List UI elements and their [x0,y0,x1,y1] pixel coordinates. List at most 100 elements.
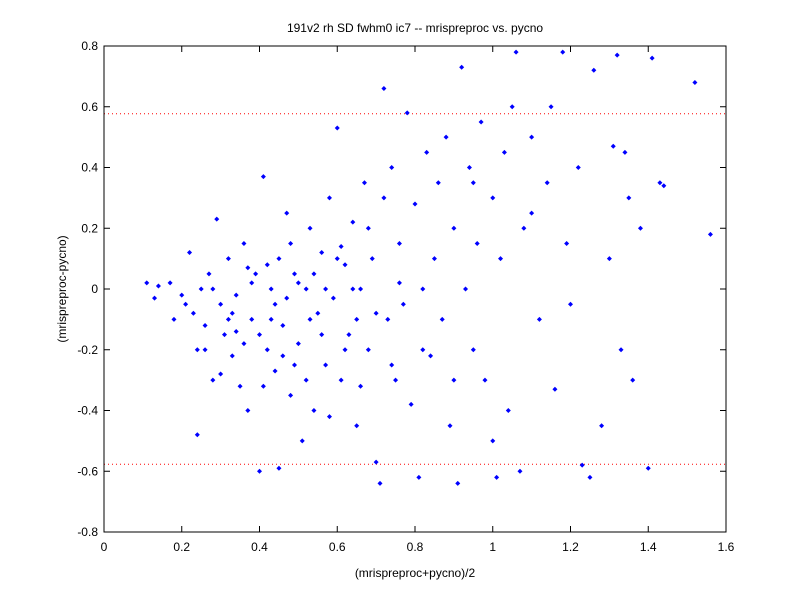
point [443,134,449,140]
point [451,377,457,383]
y-axis-label: (mrispreproc-pycno) [55,235,69,342]
point [424,149,430,155]
point [194,432,200,438]
point [257,332,262,338]
point [284,295,290,301]
x-tick-label: 0.8 [407,540,424,554]
point [707,231,713,237]
y-tick-label: 0.2 [81,221,98,235]
y-tick-label: -0.4 [77,404,98,418]
point [272,368,278,374]
point [529,134,535,140]
point [229,310,235,316]
point [560,49,566,55]
point [521,225,527,231]
point [155,283,161,289]
point [630,377,636,383]
point [190,310,196,316]
point [564,240,570,246]
y-tick-label: 0.4 [81,161,98,175]
point [284,210,290,216]
x-tick-label: 1 [489,540,496,554]
point [358,383,364,389]
point [202,322,208,328]
point [478,119,484,125]
x-tick-label: 0 [101,540,108,554]
point [490,195,496,201]
point [544,180,550,186]
point [599,423,605,429]
y-tick-label: 0.8 [81,39,98,53]
point [420,286,426,292]
point [276,256,282,262]
point [323,286,329,292]
y-tick-label: -0.6 [77,464,98,478]
point [288,240,294,246]
point [303,286,309,292]
point [249,280,255,286]
point [377,480,383,486]
point [513,49,519,55]
point [319,332,325,338]
point [222,332,228,338]
point [365,225,371,231]
point [291,271,297,277]
point [218,301,224,307]
point [272,301,278,307]
chart-title: 191v2 rh SD fwhm0 ic7 -- mrispreproc vs.… [287,21,543,35]
point [610,143,616,149]
point [587,474,593,480]
point [568,301,573,307]
point [385,316,391,322]
point [276,465,282,471]
point [529,210,535,216]
point [536,316,542,322]
point [152,295,158,301]
point [373,310,379,316]
point [361,180,367,186]
point [505,408,511,413]
point [451,225,457,231]
plot-frame [103,45,727,533]
point [404,110,410,116]
point [428,353,434,359]
point [657,180,663,186]
point [326,195,332,201]
x-tick-label: 1.6 [718,540,735,554]
point [280,322,286,328]
y-tick-label: -0.8 [77,525,98,539]
point [338,243,344,249]
point [354,316,360,322]
point [210,377,216,383]
point [295,341,301,347]
point [210,286,216,292]
point [637,225,643,231]
point [420,347,426,353]
point [369,256,375,262]
point [183,301,189,307]
point [498,256,504,262]
point [470,347,476,353]
point [661,183,667,189]
point [548,104,554,110]
point [606,256,612,262]
point [334,256,340,262]
point [167,280,173,286]
point [459,64,465,70]
point [218,371,224,377]
point [245,408,251,413]
point [257,468,262,474]
point [591,67,597,73]
point [618,347,624,353]
point [268,286,274,292]
point [206,271,212,277]
point [381,195,387,201]
point [431,256,437,262]
point [622,149,628,155]
x-tick-label: 0.6 [329,540,346,554]
point [389,362,395,368]
point [455,480,461,486]
point [280,353,286,359]
x-tick-label: 0.2 [173,540,190,554]
y-tick-label: 0 [91,282,98,296]
